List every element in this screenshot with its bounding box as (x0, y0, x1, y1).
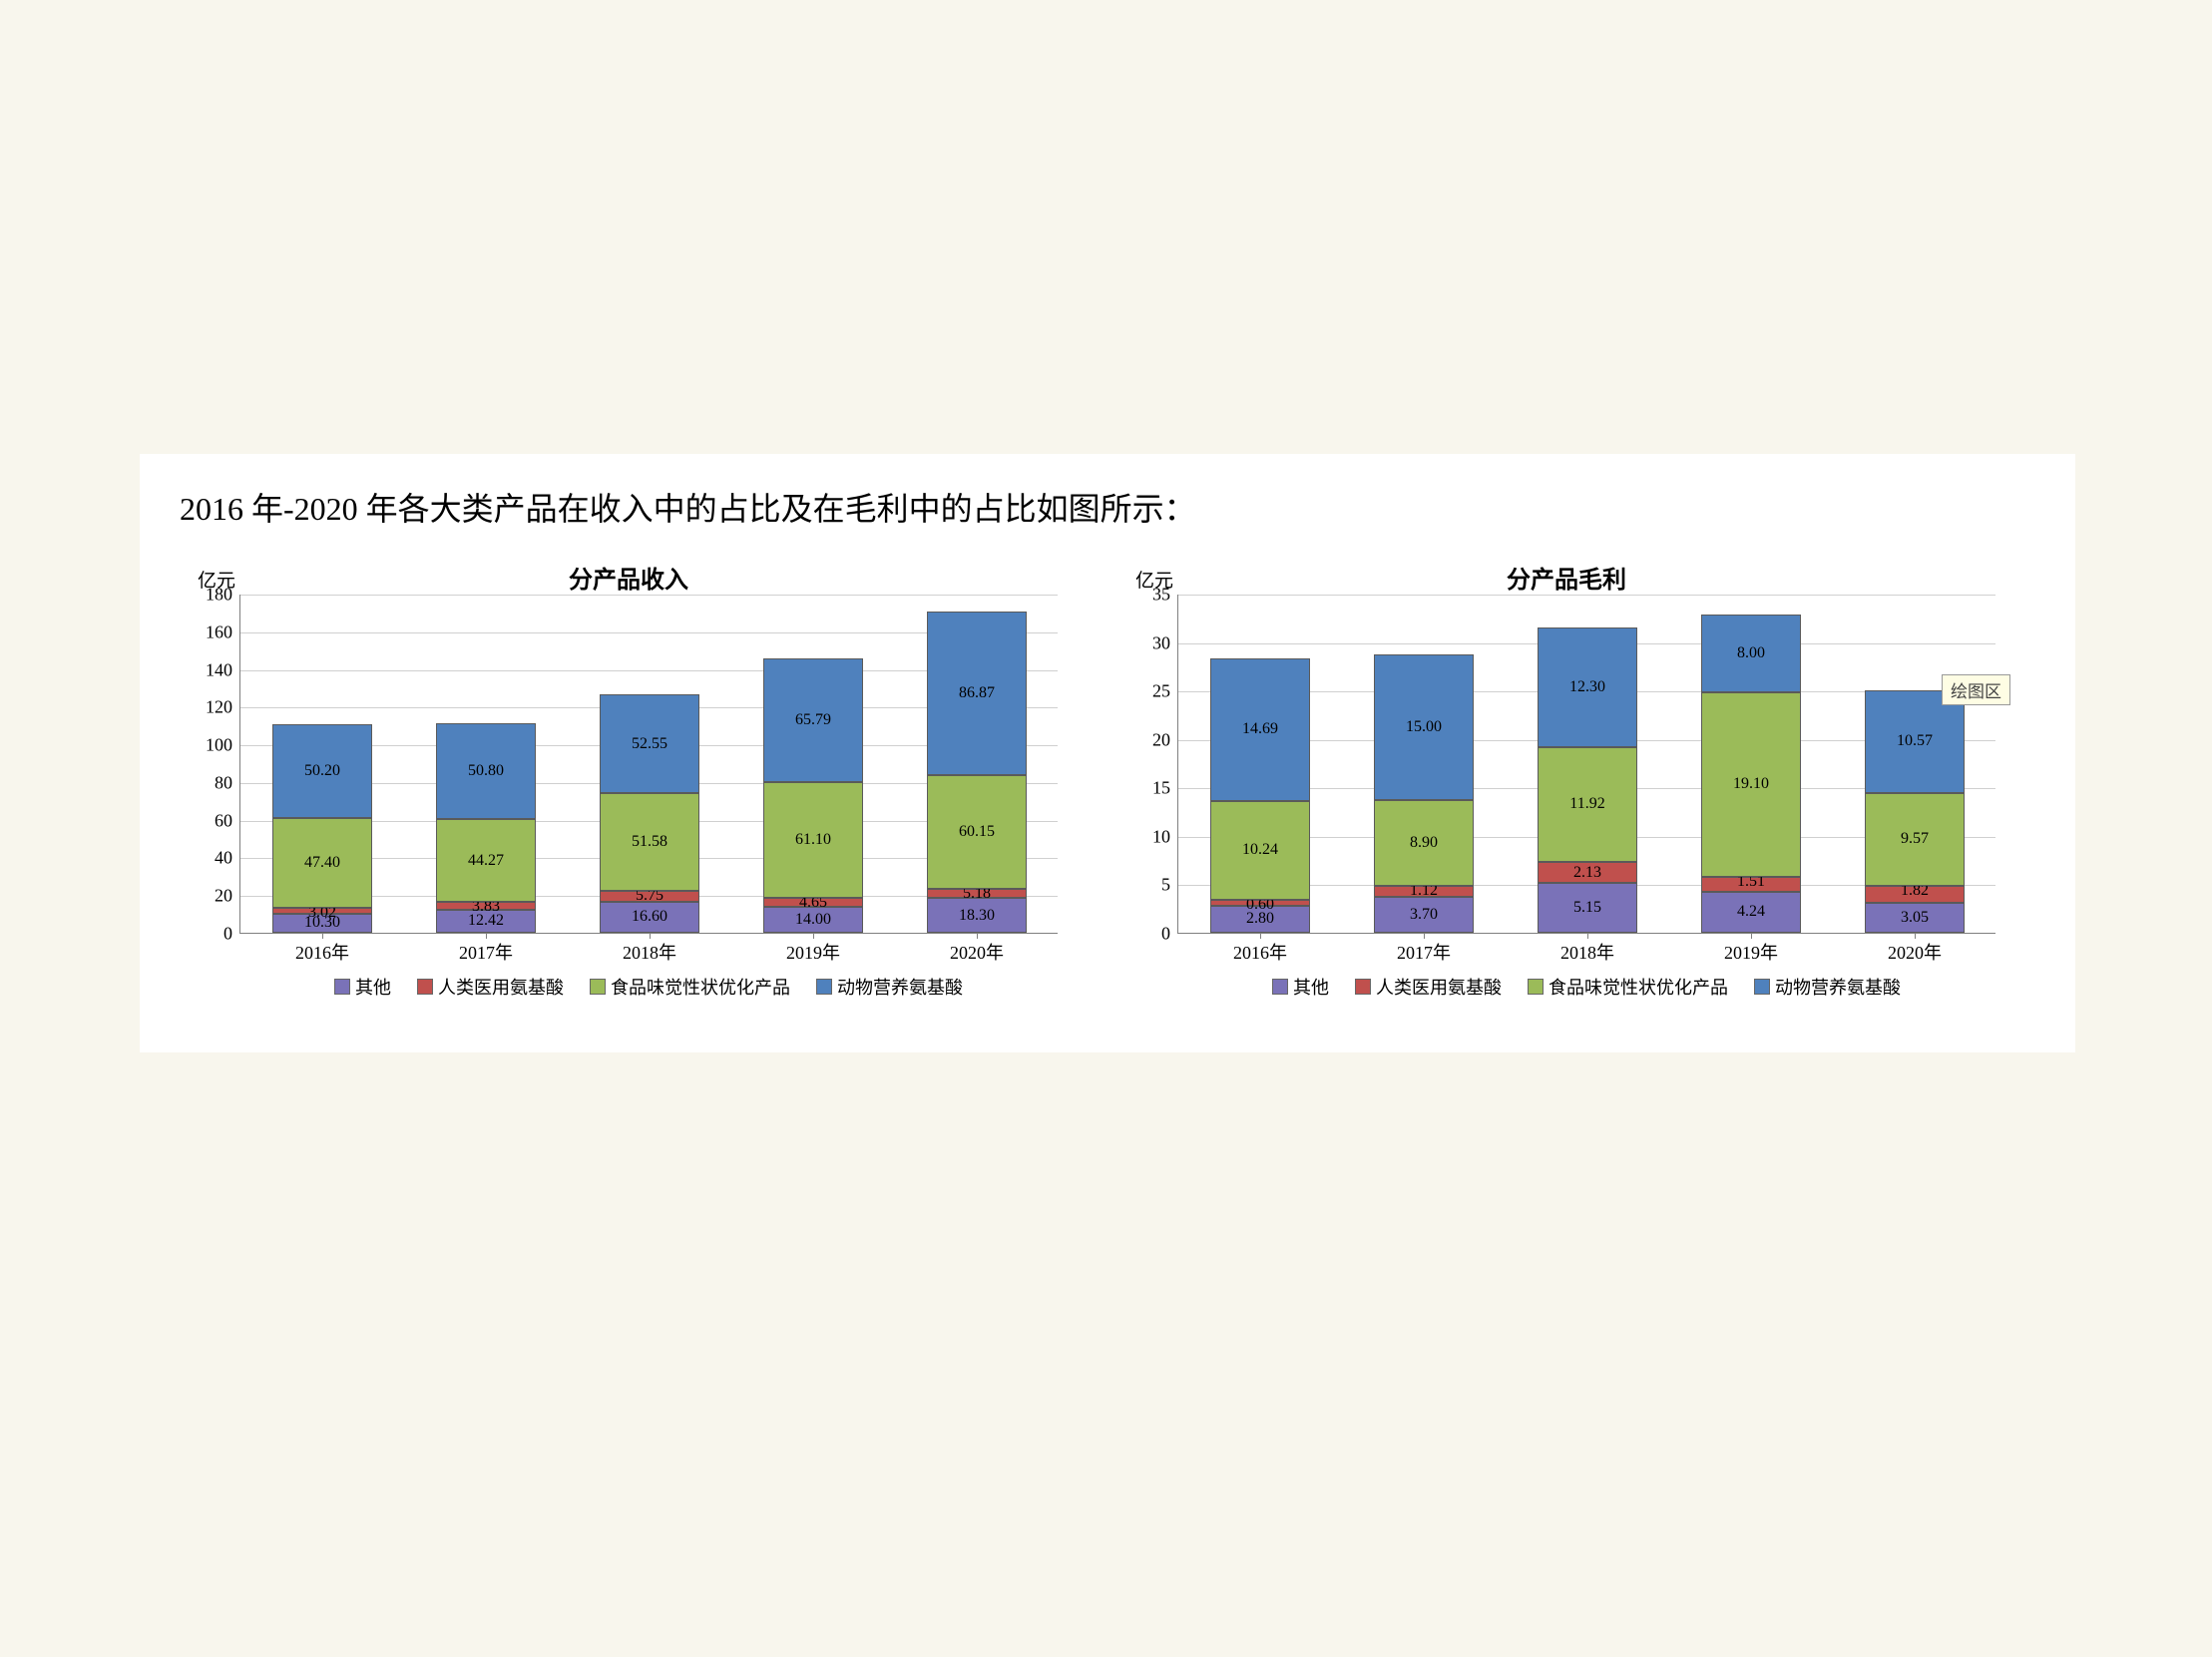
bar-value-label: 9.57 (1865, 830, 1965, 848)
legend-item-food: 食品味觉性状优化产品 (590, 974, 790, 1000)
legend-label: 食品味觉性状优化产品 (1548, 974, 1728, 1000)
y-tick-label: 180 (206, 585, 232, 606)
x-tick-label: 2017年 (459, 939, 513, 965)
legend-swatch (1272, 979, 1288, 995)
plot-area: 0204060801001201401601802016年10.303.0247… (239, 595, 1058, 934)
legend-swatch (590, 979, 606, 995)
y-tick-label: 25 (1152, 681, 1170, 702)
legend-item-animal: 动物营养氨基酸 (1754, 974, 1901, 1000)
legend-label: 动物营养氨基酸 (837, 974, 963, 1000)
legend-item-food: 食品味觉性状优化产品 (1528, 974, 1728, 1000)
y-tick-label: 60 (215, 810, 232, 831)
bar-value-label: 47.40 (272, 854, 372, 872)
y-tick-label: 160 (206, 621, 232, 642)
tooltip-plot-area: 绘图区 (1942, 674, 2010, 705)
bar-value-label: 4.24 (1701, 903, 1801, 921)
bar-value-label: 19.10 (1701, 775, 1801, 793)
bar-value-label: 60.15 (927, 823, 1027, 841)
legend-swatch (816, 979, 832, 995)
legend-item-other: 其他 (334, 974, 391, 1000)
bar-value-label: 10.57 (1865, 732, 1965, 750)
y-tick-label: 0 (223, 924, 232, 945)
chart-gross-profit: 分产品毛利亿元051015202530352016年2.800.6010.241… (1117, 560, 2015, 1038)
bar-value-label: 14.00 (763, 911, 863, 929)
y-tick-label: 35 (1152, 585, 1170, 606)
chart-title: 分产品收入 (180, 560, 1078, 595)
legend-item-other: 其他 (1272, 974, 1329, 1000)
bar-value-label: 61.10 (763, 831, 863, 849)
page-title: 2016 年-2020 年各大类产品在收入中的占比及在毛利中的占比如图所示： (180, 484, 2035, 530)
bar-value-label: 52.55 (600, 735, 699, 753)
gridline (1178, 595, 1995, 596)
legend-label: 人类医用氨基酸 (1376, 974, 1502, 1000)
bar-value-label: 3.70 (1374, 906, 1474, 924)
legend-item-medical: 人类医用氨基酸 (1355, 974, 1502, 1000)
y-tick-label: 30 (1152, 632, 1170, 653)
x-tick-label: 2019年 (1724, 939, 1778, 965)
y-tick-label: 20 (1152, 729, 1170, 750)
chart-title: 分产品毛利 (1117, 560, 2015, 595)
legend-swatch (1528, 979, 1544, 995)
y-tick-label: 10 (1152, 826, 1170, 847)
x-tick-label: 2016年 (1233, 939, 1287, 965)
charts-row: 分产品收入亿元0204060801001201401601802016年10.3… (180, 560, 2035, 1038)
x-tick-label: 2016年 (295, 939, 349, 965)
legend-label: 其他 (1293, 974, 1329, 1000)
bar-value-label: 65.79 (763, 711, 863, 729)
x-tick-label: 2018年 (623, 939, 676, 965)
bar-value-label: 10.24 (1210, 841, 1310, 859)
gridline (240, 595, 1058, 596)
legend-label: 人类医用氨基酸 (438, 974, 564, 1000)
y-tick-label: 120 (206, 697, 232, 718)
bar-value-label: 8.90 (1374, 834, 1474, 852)
x-tick-label: 2018年 (1560, 939, 1614, 965)
bar-value-label: 18.30 (927, 907, 1027, 925)
legend-swatch (417, 979, 433, 995)
bar-value-label: 51.58 (600, 833, 699, 851)
legend: 其他 人类医用氨基酸 食品味觉性状优化产品 动物营养氨基酸 (1177, 974, 1995, 1000)
bar-value-label: 11.92 (1538, 795, 1637, 813)
y-tick-label: 20 (215, 886, 232, 907)
y-tick-label: 5 (1161, 875, 1170, 896)
legend-swatch (1754, 979, 1770, 995)
y-tick-label: 140 (206, 659, 232, 680)
legend-label: 动物营养氨基酸 (1775, 974, 1901, 1000)
bar-value-label: 86.87 (927, 684, 1027, 702)
x-tick-label: 2019年 (786, 939, 840, 965)
y-tick-label: 80 (215, 772, 232, 793)
bar-value-label: 14.69 (1210, 720, 1310, 738)
bar-value-label: 15.00 (1374, 718, 1474, 736)
bar-value-label: 16.60 (600, 908, 699, 926)
legend: 其他 人类医用氨基酸 食品味觉性状优化产品 动物营养氨基酸 (239, 974, 1058, 1000)
bar-value-label: 8.00 (1701, 644, 1801, 662)
chart-revenue: 分产品收入亿元0204060801001201401601802016年10.3… (180, 560, 1078, 1038)
legend-swatch (334, 979, 350, 995)
bar-value-label: 5.15 (1538, 899, 1637, 917)
legend-item-animal: 动物营养氨基酸 (816, 974, 963, 1000)
plot-area: 051015202530352016年2.800.6010.2414.69201… (1177, 595, 1995, 934)
y-tick-label: 40 (215, 848, 232, 869)
legend-swatch (1355, 979, 1371, 995)
bar-value-label: 50.80 (436, 762, 536, 780)
bar-value-label: 44.27 (436, 852, 536, 870)
content-panel: 2016 年-2020 年各大类产品在收入中的占比及在毛利中的占比如图所示： 分… (140, 454, 2075, 1052)
legend-item-medical: 人类医用氨基酸 (417, 974, 564, 1000)
x-tick-label: 2017年 (1397, 939, 1451, 965)
bar-value-label: 3.05 (1865, 909, 1965, 927)
x-tick-label: 2020年 (950, 939, 1004, 965)
legend-label: 其他 (355, 974, 391, 1000)
y-tick-label: 100 (206, 735, 232, 756)
y-tick-label: 15 (1152, 778, 1170, 799)
x-tick-label: 2020年 (1888, 939, 1942, 965)
bar-value-label: 2.13 (1538, 864, 1637, 882)
bar-value-label: 12.30 (1538, 678, 1637, 696)
legend-label: 食品味觉性状优化产品 (611, 974, 790, 1000)
y-tick-label: 0 (1161, 924, 1170, 945)
bar-value-label: 50.20 (272, 762, 372, 780)
